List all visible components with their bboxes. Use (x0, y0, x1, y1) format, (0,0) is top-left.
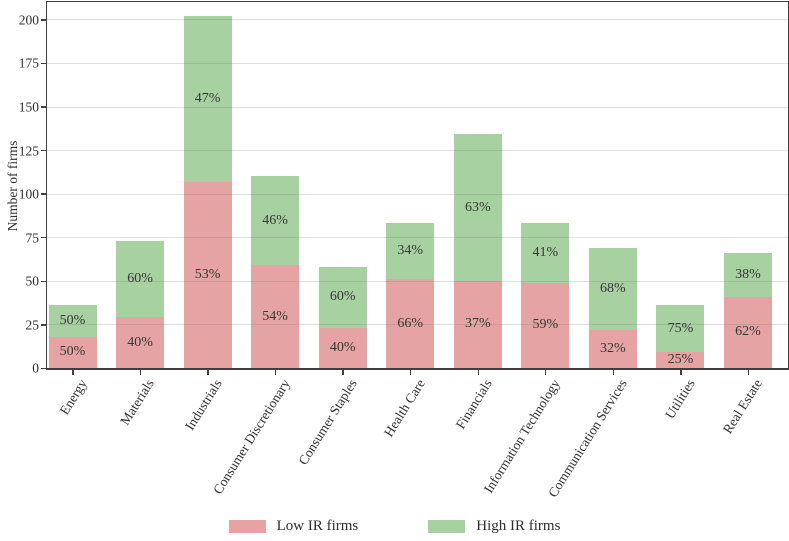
bar-segment-high-ir (588, 247, 637, 330)
y-tick (41, 106, 46, 108)
y-tick-label: 150 (18, 99, 39, 115)
plot-area: 50% 50% 40% 60% 53% 47% 54% 46% 40% 60% 66% 34% 37% 6… (46, 1, 789, 370)
x-tick-label: Real Estate (720, 376, 766, 437)
gridline (47, 19, 788, 21)
gridline (47, 106, 788, 108)
percent-label: 32% (600, 340, 626, 356)
percent-label: 59% (532, 317, 559, 333)
gridline (47, 193, 788, 195)
percent-label: 53% (194, 266, 221, 282)
y-tick-label: 50 (25, 273, 40, 289)
gridline (47, 63, 788, 64)
percent-label: 34% (397, 243, 424, 259)
bar-segment-low-ir (318, 327, 367, 368)
percent-label: 60% (127, 271, 153, 287)
bar-segment-low-ir (183, 181, 232, 368)
bar-segment-high-ir (318, 266, 367, 328)
legend-label-low-ir: Low IR firms (276, 518, 359, 534)
gridline (47, 150, 788, 152)
y-tick-label: 200 (18, 12, 39, 28)
y-tick (41, 19, 46, 21)
bar-segment-high-ir (116, 240, 165, 318)
percent-label: 62% (735, 324, 761, 340)
percent-label: 50% (59, 312, 86, 328)
y-tick (41, 193, 46, 195)
y-tick (41, 367, 46, 370)
x-tick (72, 370, 74, 375)
legend-item-low-ir: Low IR firms (228, 518, 359, 535)
legend: Low IR firms High IR firms (0, 518, 789, 535)
percent-label: 40% (127, 334, 153, 350)
y-tick-label: 175 (18, 55, 39, 71)
legend-item-high-ir: High IR firms (428, 518, 560, 535)
bar-segment-high-ir (386, 223, 435, 280)
bar-segment-low-ir (724, 296, 772, 368)
x-tick (545, 370, 547, 375)
percent-label: 54% (262, 308, 288, 324)
bar-segment-low-ir (656, 352, 705, 368)
y-tick-label: 25 (25, 317, 40, 333)
x-tick (680, 370, 682, 375)
y-tick (41, 324, 46, 326)
bar-segment-high-ir (48, 305, 97, 337)
x-tick (612, 370, 614, 375)
bar-segment-high-ir (724, 252, 772, 297)
percent-label: 68% (600, 280, 626, 296)
bar-segment-low-ir (453, 280, 502, 368)
x-tick-label: Energy (56, 376, 90, 418)
bar-segment-low-ir (588, 329, 637, 368)
y-tick-label: 100 (18, 186, 39, 202)
percent-label: 75% (667, 320, 694, 336)
y-tick (41, 236, 46, 239)
legend-swatch-high-ir-icon (428, 520, 466, 533)
percent-label: 46% (262, 212, 288, 228)
bar-segment-high-ir (521, 223, 570, 283)
gridline (47, 324, 788, 326)
x-tick (747, 370, 750, 375)
percent-label: 50% (59, 344, 86, 360)
legend-label-high-ir: High IR firms (476, 518, 561, 534)
x-tick (409, 370, 412, 375)
x-tick (207, 370, 209, 375)
bar-segment-low-ir (116, 317, 165, 368)
percent-label: 41% (532, 244, 559, 260)
percent-label: 40% (329, 339, 356, 355)
percent-label: 37% (464, 316, 491, 332)
percent-label: 63% (464, 199, 491, 215)
percent-label: 47% (194, 90, 221, 106)
gridline (47, 237, 788, 239)
bar-segment-high-ir (453, 134, 502, 281)
legend-swatch-low-ir-icon (228, 520, 266, 533)
gridline (47, 280, 788, 282)
bar-segment-high-ir (251, 176, 300, 266)
y-tick (41, 62, 46, 65)
y-tick-label: 75 (25, 229, 40, 245)
bar-segment-low-ir (251, 265, 300, 368)
x-tick (274, 370, 277, 375)
y-tick-label: 125 (18, 142, 39, 158)
y-tick-label: 0 (32, 360, 39, 376)
bar-segment-high-ir (656, 305, 705, 353)
x-tick (139, 370, 142, 375)
percent-label: 38% (735, 266, 761, 282)
x-tick (342, 370, 344, 375)
bar-segment-high-ir (183, 15, 232, 182)
percent-label: 66% (397, 315, 424, 331)
bar-segment-low-ir (386, 279, 435, 368)
bar-segment-low-ir (521, 282, 570, 368)
y-tick (41, 149, 46, 152)
percent-label: 60% (329, 289, 356, 305)
y-tick (41, 280, 46, 282)
x-tick (477, 370, 479, 375)
percent-label: 25% (667, 352, 694, 368)
bar-segment-low-ir (48, 336, 97, 368)
